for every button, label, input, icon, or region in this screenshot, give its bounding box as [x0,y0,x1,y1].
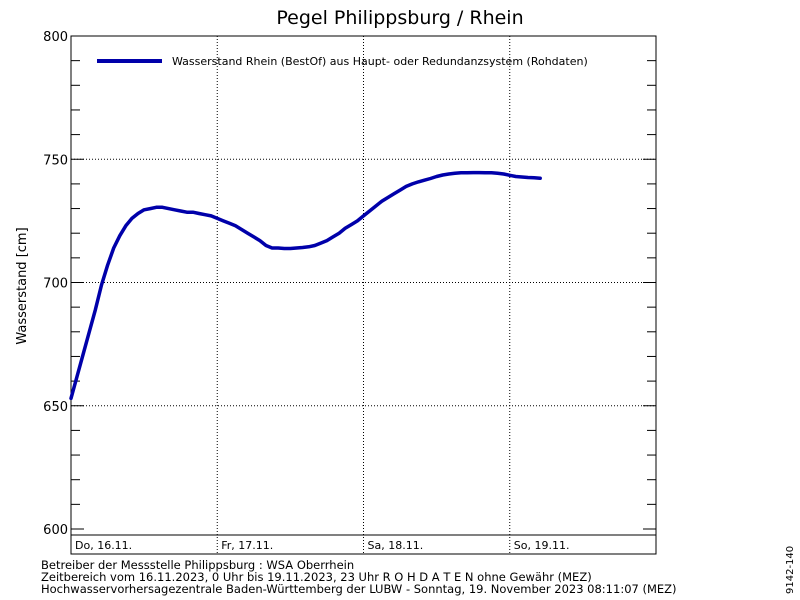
grid-lines [71,36,656,554]
y-tick-labels: 600 650 700 750 800 [43,30,68,538]
y-tick-label: 650 [43,400,68,415]
y-tick-label: 750 [43,153,68,168]
x-day-label: Do, 16.11. [75,539,132,552]
y-axis-label: Wasserstand [cm] [15,227,30,344]
footer-time-range: Zeitbereich vom 16.11.2023, 0 Uhr bis 19… [41,570,592,584]
y-tick-label: 600 [43,523,68,538]
y-tick-label: 800 [43,30,68,45]
x-day-label: Sa, 18.11. [368,539,424,552]
footer: Betreiber der Messstelle Philippsburg : … [41,558,677,596]
x-day-label: Fr, 17.11. [221,539,273,552]
legend-label: Wasserstand Rhein (BestOf) aus Haupt- od… [172,55,588,68]
legend: Wasserstand Rhein (BestOf) aus Haupt- od… [97,55,588,68]
footer-operator: Betreiber der Messstelle Philippsburg : … [41,558,354,572]
footer-publisher: Hochwasservorhersagezentrale Baden-Württ… [41,582,677,596]
x-day-labels: Do, 16.11. Fr, 17.11. Sa, 18.11. So, 19.11. [75,539,569,552]
x-day-label: So, 19.11. [514,539,570,552]
chart-title: Pegel Philippsburg / Rhein [276,7,523,29]
plot-frame [70,35,657,555]
y-tick-label: 700 [43,277,68,292]
side-code: 9142-140 [785,546,796,594]
series-line-wasserstand [69,170,542,401]
